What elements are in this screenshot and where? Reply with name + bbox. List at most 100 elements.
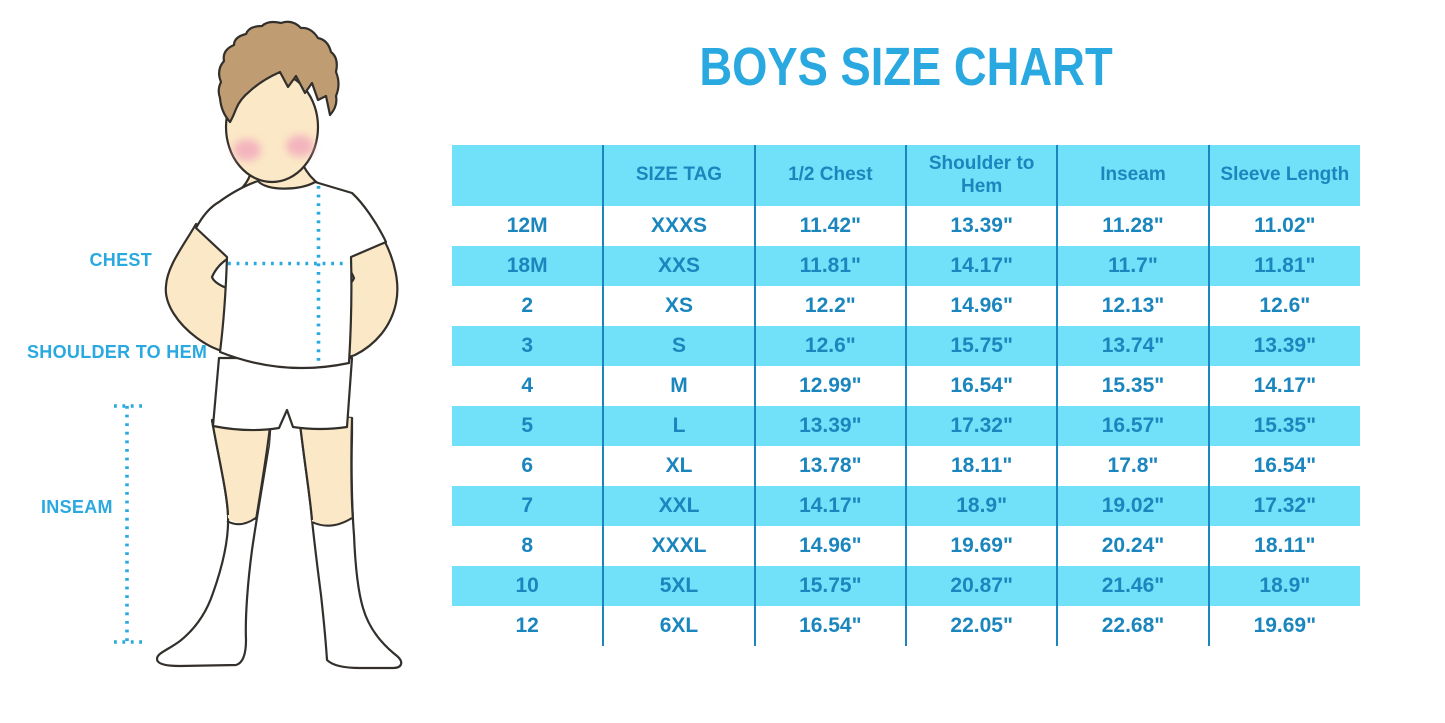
table-cell: M: [602, 366, 755, 406]
table-cell: 16.54": [753, 606, 906, 646]
table-row: 7 XXL 14.17" 18.9" 19.02" 17.32": [452, 486, 1360, 526]
table-cell: 22.68": [1056, 606, 1209, 646]
table-cell: 2: [452, 286, 604, 326]
chest-label: CHEST: [89, 250, 152, 270]
table-cell: 12.6": [753, 326, 906, 366]
table-cell: 14.17": [1207, 366, 1360, 406]
boy-right-sock-line: [311, 517, 353, 527]
table-cell: 21.46": [1056, 566, 1209, 606]
table-cell: 12.2": [753, 286, 906, 326]
table-cell: XXL: [602, 486, 755, 526]
table-cell: 17.32": [904, 406, 1058, 446]
table-cell: XXS: [602, 246, 755, 286]
table-cell: 15.75": [753, 566, 906, 606]
page-title: BOYS SIZE CHART: [699, 37, 1113, 97]
table-cell: 19.02": [1056, 486, 1209, 526]
table-cell: 19.69": [1207, 606, 1360, 646]
column-header: SIZE TAG: [602, 145, 755, 206]
size-chart-table: SIZE TAG 1/2 Chest Shoulder to Hem Inseam Sl…: [452, 145, 1360, 646]
table-cell: 11.42": [753, 206, 906, 246]
table-cell: 17.8": [1056, 446, 1209, 486]
table-cell: 14.96": [904, 286, 1058, 326]
table-cell: 11.28": [1056, 206, 1209, 246]
table-row: 12 6XL 16.54" 22.05" 22.68" 19.69": [452, 606, 1360, 646]
table-cell: 16.54": [1207, 446, 1360, 486]
table-row: 8 XXXL 14.96" 19.69" 20.24" 18.11": [452, 526, 1360, 566]
table-cell: XS: [602, 286, 755, 326]
table-cell: 14.17": [753, 486, 906, 526]
table-cell: 17.32": [1207, 486, 1360, 526]
table-cell: 13.39": [1207, 326, 1360, 366]
table-cell: 12M: [452, 206, 604, 246]
table-cell: 10: [452, 566, 604, 606]
table-cell: S: [602, 326, 755, 366]
table-cell: 3: [452, 326, 604, 366]
table-cell: XL: [602, 446, 755, 486]
table-cell: 12.99": [753, 366, 906, 406]
boy-cheek-left: [233, 139, 261, 161]
table-row: 4 M 12.99" 16.54" 15.35" 14.17": [452, 366, 1360, 406]
table-cell: 11.81": [753, 246, 906, 286]
table-cell: 13.39": [904, 206, 1058, 246]
table-cell: 22.05": [904, 606, 1058, 646]
table-cell: XXXS: [602, 206, 755, 246]
table-cell: 6XL: [602, 606, 755, 646]
table-row: 12M XXXS 11.42" 13.39" 11.28" 11.02": [452, 206, 1360, 246]
boy-figure-illustration: [114, 20, 403, 670]
table-cell: 18.9": [1207, 566, 1360, 606]
table-cell: 19.69": [904, 526, 1058, 566]
table-cell: 14.96": [753, 526, 906, 566]
table-cell: 14.17": [904, 246, 1058, 286]
column-header: 1/2 Chest: [753, 145, 906, 206]
table-cell: 11.02": [1207, 206, 1360, 246]
table-row: 18M XXS 11.81" 14.17" 11.7" 11.81": [452, 246, 1360, 286]
inseam-label: INSEAM: [41, 497, 113, 517]
table-cell: 11.7": [1056, 246, 1209, 286]
table-cell: 15.35": [1056, 366, 1209, 406]
table-cell: 15.35": [1207, 406, 1360, 446]
header-row: SIZE TAG 1/2 Chest Shoulder to Hem Inseam Sl…: [452, 145, 1360, 206]
boy-hair: [217, 20, 340, 124]
column-header: Sleeve Length: [1207, 145, 1360, 206]
table-row: 2 XS 12.2" 14.96" 12.13" 12.6": [452, 286, 1360, 326]
boy-left-arm: [164, 222, 234, 354]
table-cell: 15.75": [904, 326, 1058, 366]
table-cell: 18.11": [1207, 526, 1360, 566]
table-cell: XXXL: [602, 526, 755, 566]
table-cell: 16.54": [904, 366, 1058, 406]
table-cell: 13.39": [753, 406, 906, 446]
table-cell: 12: [452, 606, 604, 646]
table-cell: 7: [452, 486, 604, 526]
table-cell: 20.87": [904, 566, 1058, 606]
table-cell: 13.74": [1056, 326, 1209, 366]
table-cell: 12.6": [1207, 286, 1360, 326]
table-cell: 4: [452, 366, 604, 406]
table-row: 6 XL 13.78" 18.11" 17.8" 16.54": [452, 446, 1360, 486]
table-cell: 8: [452, 526, 604, 566]
table-cell: 18.11": [904, 446, 1058, 486]
column-header: Shoulder to Hem: [904, 145, 1058, 206]
table-cell: 18.9": [904, 486, 1058, 526]
table-cell: 18M: [452, 246, 604, 286]
table-cell: 13.78": [753, 446, 906, 486]
boy-cheek-right: [286, 135, 314, 157]
column-header: [452, 145, 604, 206]
table-cell: 5: [452, 406, 604, 446]
table-row: 5 L 13.39" 17.32" 16.57" 15.35": [452, 406, 1360, 446]
table-row: 10 5XL 15.75" 20.87" 21.46" 18.9": [452, 566, 1360, 606]
boy-tshirt: [194, 179, 388, 370]
table-cell: 5XL: [602, 566, 755, 606]
table-row: 3 S 12.6" 15.75" 13.74" 13.39": [452, 326, 1360, 366]
table-cell: 20.24": [1056, 526, 1209, 566]
table-cell: 6: [452, 446, 604, 486]
boy-right-thigh: [299, 415, 352, 526]
column-header: Inseam: [1056, 145, 1209, 206]
table-cell: 16.57": [1056, 406, 1209, 446]
table-cell: 11.81": [1207, 246, 1360, 286]
boy-shorts: [211, 356, 354, 432]
boy-left-sock-line: [226, 516, 258, 526]
shoulder-to-hem-label: SHOULDER TO HEM: [27, 342, 208, 362]
table-cell: L: [602, 406, 755, 446]
table-cell: 12.13": [1056, 286, 1209, 326]
